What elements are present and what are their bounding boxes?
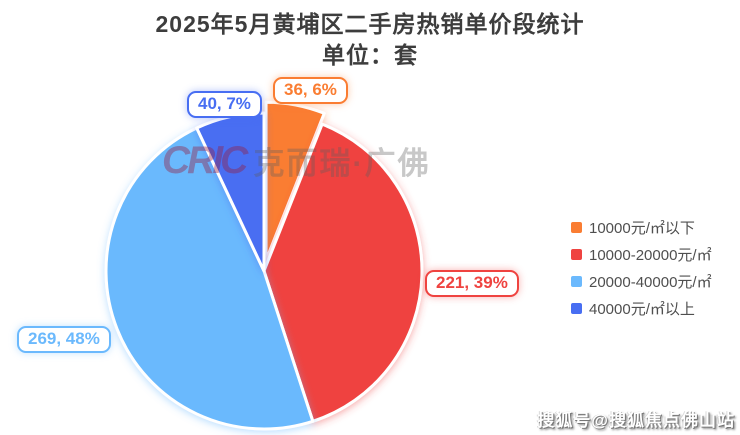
legend-label: 10000-20000元/㎡ bbox=[589, 246, 712, 264]
legend-label: 10000元/㎡以下 bbox=[589, 219, 695, 237]
slice-label-20000-40000: 269, 48% bbox=[17, 326, 111, 353]
legend-swatch-blue bbox=[571, 302, 582, 314]
pie-slice-0[interactable] bbox=[264, 100, 326, 262]
chart-title: 2025年5月黄埔区二手房热销单价段统计 bbox=[155, 11, 585, 37]
pie-slice-2[interactable] bbox=[104, 126, 315, 431]
sohu-credit: 搜狐号@搜狐焦点佛山站 bbox=[537, 411, 735, 430]
legend-item-under-10000[interactable]: 10000元/㎡以下 bbox=[571, 217, 712, 237]
chart-subtitle-unit: 单位：套 bbox=[322, 42, 418, 68]
legend-swatch-lightblue bbox=[571, 275, 582, 287]
legend-swatch-orange bbox=[571, 221, 582, 233]
legend: 10000元/㎡以下 10000-20000元/㎡ 20000-40000元/㎡… bbox=[571, 217, 712, 325]
legend-label: 20000-40000元/㎡ bbox=[589, 273, 712, 291]
pie-slice-1[interactable] bbox=[262, 122, 424, 423]
legend-item-over-40000[interactable]: 40000元/㎡以上 bbox=[571, 298, 712, 318]
slice-label-under-10000: 36, 6% bbox=[273, 77, 348, 104]
slice-label-10000-20000: 221, 39% bbox=[425, 270, 519, 297]
legend-swatch-red bbox=[571, 248, 582, 260]
legend-label: 40000元/㎡以上 bbox=[589, 300, 695, 318]
legend-item-10000-20000[interactable]: 10000-20000元/㎡ bbox=[571, 244, 712, 264]
legend-item-20000-40000[interactable]: 20000-40000元/㎡ bbox=[571, 271, 712, 291]
chart-title-block: 2025年5月黄埔区二手房热销单价段统计 单位：套 bbox=[0, 9, 740, 71]
slice-label-over-40000: 40, 7% bbox=[187, 91, 262, 118]
